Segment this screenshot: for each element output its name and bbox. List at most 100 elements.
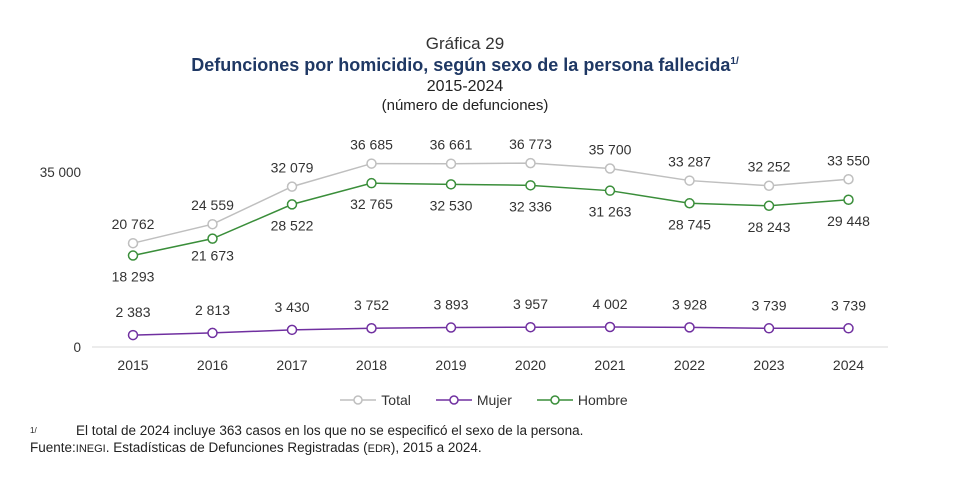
y-tick-label: 35 000 (40, 165, 81, 180)
data-label-total: 36 661 (430, 137, 473, 153)
data-point-hombre (207, 233, 218, 244)
data-point-mujer (525, 321, 536, 333)
x-tick-label: 2016 (197, 357, 228, 373)
data-label-mujer: 4 002 (592, 296, 627, 312)
data-label-total: 32 079 (271, 160, 314, 176)
data-label-hombre: 32 530 (430, 197, 473, 213)
data-point-total (207, 218, 218, 230)
series-line-total (132, 162, 849, 244)
data-point-mujer (127, 329, 139, 341)
data-point-total (366, 158, 377, 169)
data-point-total (763, 180, 775, 191)
data-label-total: 33 287 (668, 154, 711, 170)
data-label-mujer: 3 739 (751, 297, 786, 313)
source-text-b: ), 2015 a 2024. (390, 440, 482, 455)
data-label-hombre: 18 293 (112, 269, 155, 285)
data-point-mujer (763, 323, 775, 334)
data-point-mujer (207, 327, 218, 339)
data-label-hombre: 32 336 (509, 198, 552, 214)
source-label: Fuente: (30, 440, 76, 455)
data-label-total: 36 773 (509, 136, 552, 152)
x-tick-label: 2020 (515, 357, 546, 373)
data-point-mujer (684, 322, 695, 333)
data-label-total: 36 685 (350, 137, 393, 153)
x-tick-label: 2022 (674, 357, 705, 373)
data-point-hombre (525, 180, 536, 191)
chart-units: (número de defunciones) (381, 97, 549, 114)
source-text-a: . Estadísticas de Defunciones Registrada… (105, 440, 368, 455)
data-label-mujer: 2 813 (195, 302, 230, 318)
chart-period: 2015-2024 (426, 78, 504, 95)
data-label-mujer: 3 739 (831, 297, 866, 313)
data-label-hombre: 29 448 (827, 213, 870, 229)
x-tick-label: 2018 (356, 357, 387, 373)
legend-item-hombre: Hombre (536, 392, 628, 408)
data-label-total: 33 550 (827, 152, 870, 168)
data-point-hombre (286, 199, 298, 210)
data-point-hombre (366, 177, 377, 189)
data-label-total: 32 252 (748, 159, 791, 175)
data-label-mujer: 3 430 (274, 299, 309, 315)
legend-swatch-hombre (536, 395, 573, 405)
data-label-mujer: 3 752 (354, 297, 389, 313)
data-point-total (684, 175, 695, 186)
data-point-hombre (127, 250, 139, 261)
chart-title-text: Defunciones por homicidio, según sexo de… (191, 55, 731, 75)
source-abbr: EDR (367, 443, 391, 455)
footnote-mark: 1/ (30, 426, 37, 435)
data-label-total: 24 559 (191, 197, 234, 213)
data-point-total (127, 237, 139, 249)
data-point-total (286, 181, 298, 192)
data-point-mujer (366, 322, 377, 334)
data-point-hombre (763, 200, 775, 212)
data-point-mujer (286, 324, 298, 336)
source-org: INEGI (75, 443, 106, 455)
data-label-hombre: 21 673 (191, 248, 234, 264)
x-tick-label: 2019 (435, 357, 466, 373)
legend: Total Mujer Hombre (0, 392, 967, 408)
data-label-mujer: 3 893 (433, 297, 468, 313)
data-label-hombre: 28 522 (271, 217, 314, 233)
data-point-total (604, 163, 616, 174)
data-point-total (445, 158, 457, 169)
y-tick-label: 0 (73, 340, 81, 355)
data-label-total: 20 762 (112, 216, 155, 232)
data-point-hombre (843, 194, 854, 206)
x-tick-label: 2024 (833, 357, 864, 373)
chart-title: Defunciones por homicidio, según sexo de… (0, 55, 930, 76)
data-point-hombre (445, 179, 457, 190)
legend-item-total: Total (339, 392, 411, 408)
data-label-mujer: 3 928 (672, 296, 707, 312)
x-tick-label: 2017 (276, 357, 307, 373)
x-tick-label: 2015 (117, 357, 148, 373)
data-label-hombre: 28 243 (748, 219, 791, 235)
data-label-total: 35 700 (589, 142, 632, 158)
data-point-mujer (604, 321, 616, 333)
footnote-text: El total de 2024 incluye 363 casos en lo… (76, 423, 584, 438)
footnote: 1/El total de 2024 incluye 363 casos en … (30, 422, 583, 439)
legend-label-total: Total (381, 392, 411, 408)
chart-label: Gráfica 29 (425, 34, 505, 53)
data-label-hombre: 32 765 (350, 196, 393, 212)
data-label-mujer: 2 383 (115, 304, 150, 320)
legend-swatch-mujer (435, 395, 472, 405)
data-point-hombre (604, 185, 616, 196)
line-chart: 0 35 000 2015 2016 2017 2018 2019 2020 2021 2022 2… (40, 136, 888, 373)
data-label-mujer: 3 957 (513, 296, 548, 312)
series-line-mujer (132, 326, 849, 336)
title-footnote-mark: 1/ (730, 56, 739, 67)
data-point-total (525, 157, 536, 169)
x-tick-label: 2021 (594, 357, 625, 373)
legend-label-hombre: Hombre (577, 392, 628, 408)
data-point-mujer (843, 323, 854, 334)
source: Fuente:INEGI. Estadísticas de Defuncione… (30, 439, 583, 458)
series-line-hombre (132, 182, 849, 257)
data-label-hombre: 31 263 (589, 204, 632, 220)
data-point-hombre (684, 198, 695, 209)
data-point-total (843, 174, 854, 185)
legend-label-mujer: Mujer (476, 392, 512, 408)
data-label-hombre: 28 745 (668, 216, 711, 232)
legend-item-mujer: Mujer (435, 392, 512, 408)
legend-swatch-total (340, 395, 377, 405)
notes: 1/El total de 2024 incluye 363 casos en … (30, 422, 583, 458)
